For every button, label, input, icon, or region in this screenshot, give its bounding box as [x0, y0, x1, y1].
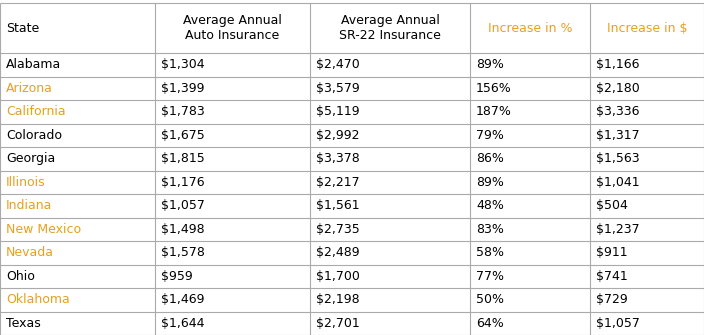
Text: California: California	[6, 105, 65, 118]
Text: $1,700: $1,700	[316, 270, 360, 283]
Text: $2,180: $2,180	[596, 82, 640, 95]
Text: $3,579: $3,579	[316, 82, 360, 95]
Text: 64%: 64%	[476, 317, 504, 330]
Text: $1,578: $1,578	[161, 246, 205, 259]
Text: 89%: 89%	[476, 176, 504, 189]
Text: Increase in %: Increase in %	[488, 21, 572, 35]
Text: $1,675: $1,675	[161, 129, 205, 142]
Text: 89%: 89%	[476, 58, 504, 71]
Text: $741: $741	[596, 270, 628, 283]
Text: Alabama: Alabama	[6, 58, 61, 71]
Text: Illinois: Illinois	[6, 176, 46, 189]
Text: Ohio: Ohio	[6, 270, 35, 283]
Text: State: State	[6, 21, 39, 35]
Text: Nevada: Nevada	[6, 246, 54, 259]
Text: $1,057: $1,057	[596, 317, 640, 330]
Text: $959: $959	[161, 270, 193, 283]
Text: 156%: 156%	[476, 82, 512, 95]
Text: $2,198: $2,198	[316, 293, 360, 306]
Text: $5,119: $5,119	[316, 105, 360, 118]
Text: $1,057: $1,057	[161, 199, 205, 212]
Text: 48%: 48%	[476, 199, 504, 212]
Text: $1,561: $1,561	[316, 199, 360, 212]
Text: $1,563: $1,563	[596, 152, 640, 165]
Text: $1,166: $1,166	[596, 58, 639, 71]
Text: $1,469: $1,469	[161, 293, 204, 306]
Text: Oklahoma: Oklahoma	[6, 293, 70, 306]
Text: $1,176: $1,176	[161, 176, 205, 189]
Text: $1,304: $1,304	[161, 58, 205, 71]
Text: 79%: 79%	[476, 129, 504, 142]
Text: $3,378: $3,378	[316, 152, 360, 165]
Text: 86%: 86%	[476, 152, 504, 165]
Text: 83%: 83%	[476, 223, 504, 236]
Text: $3,336: $3,336	[596, 105, 639, 118]
Text: $729: $729	[596, 293, 628, 306]
Text: $1,041: $1,041	[596, 176, 640, 189]
Text: Arizona: Arizona	[6, 82, 53, 95]
Text: 77%: 77%	[476, 270, 504, 283]
Text: Indiana: Indiana	[6, 199, 52, 212]
Text: $1,644: $1,644	[161, 317, 204, 330]
Text: $1,237: $1,237	[596, 223, 640, 236]
Text: $1,399: $1,399	[161, 82, 204, 95]
Text: $2,992: $2,992	[316, 129, 360, 142]
Text: $1,783: $1,783	[161, 105, 205, 118]
Text: $504: $504	[596, 199, 628, 212]
Text: $2,701: $2,701	[316, 317, 360, 330]
Text: 50%: 50%	[476, 293, 504, 306]
Text: Colorado: Colorado	[6, 129, 62, 142]
Text: $2,489: $2,489	[316, 246, 360, 259]
Text: Increase in $: Increase in $	[607, 21, 687, 35]
Text: $2,470: $2,470	[316, 58, 360, 71]
Text: Average Annual
SR-22 Insurance: Average Annual SR-22 Insurance	[339, 14, 441, 42]
Text: $1,815: $1,815	[161, 152, 205, 165]
Text: New Mexico: New Mexico	[6, 223, 81, 236]
Text: 58%: 58%	[476, 246, 504, 259]
Text: $1,498: $1,498	[161, 223, 205, 236]
Text: $1,317: $1,317	[596, 129, 640, 142]
Text: $2,735: $2,735	[316, 223, 360, 236]
Text: $911: $911	[596, 246, 628, 259]
Text: $2,217: $2,217	[316, 176, 360, 189]
Text: 187%: 187%	[476, 105, 512, 118]
Text: Texas: Texas	[6, 317, 41, 330]
Text: Average Annual
Auto Insurance: Average Annual Auto Insurance	[183, 14, 282, 42]
Text: Georgia: Georgia	[6, 152, 55, 165]
